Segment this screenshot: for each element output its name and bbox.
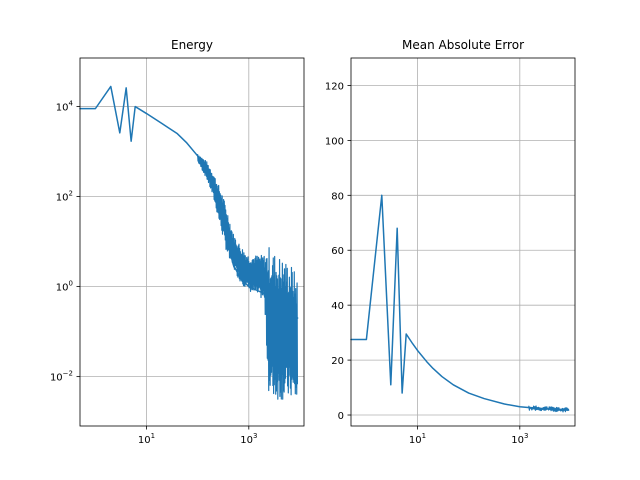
energy-y-tick-label: 100 xyxy=(56,280,73,294)
energy-axes-frame xyxy=(79,57,305,427)
mae-panel: Mean Absolute Error 101 103 0 20 40 60 80 100 12… xyxy=(325,38,576,446)
energy-ticks: 101 103 104 102 100 10−2 xyxy=(50,100,257,446)
mae-y-tick-label: 0 xyxy=(338,411,344,422)
mae-y-tick-label: 100 xyxy=(325,136,344,147)
mae-x-tick-label: 101 xyxy=(409,432,426,446)
mae-ticks: 101 103 0 20 40 60 80 100 120 xyxy=(325,81,529,446)
energy-y-tick-label: 104 xyxy=(56,100,74,114)
mae-y-tick-label: 80 xyxy=(331,191,344,202)
mae-y-tick-label: 40 xyxy=(331,301,344,312)
energy-oscillation-band xyxy=(197,154,299,400)
mae-axes-frame xyxy=(350,57,576,427)
mae-plot-area xyxy=(350,194,570,413)
energy-x-tick-label: 101 xyxy=(138,432,155,446)
mae-y-tick-label: 120 xyxy=(325,81,344,92)
energy-y-tick-label: 10−2 xyxy=(50,370,73,384)
energy-grid xyxy=(80,58,304,426)
energy-x-tick-label: 103 xyxy=(240,432,257,446)
mae-title: Mean Absolute Error xyxy=(402,38,524,52)
energy-series-line xyxy=(79,85,299,319)
energy-y-tick-label: 102 xyxy=(56,190,73,204)
mae-grid xyxy=(351,58,575,426)
mae-y-tick-label: 60 xyxy=(331,246,344,257)
mae-y-tick-label: 20 xyxy=(331,356,344,367)
energy-panel: Energy 101 103 104 102 100 10−2 xyxy=(50,38,305,446)
energy-plot-area xyxy=(79,85,299,400)
mae-x-tick-label: 103 xyxy=(511,432,528,446)
mae-series-line xyxy=(350,194,570,411)
mae-tail-jitter xyxy=(528,405,570,413)
energy-title: Energy xyxy=(171,38,213,52)
